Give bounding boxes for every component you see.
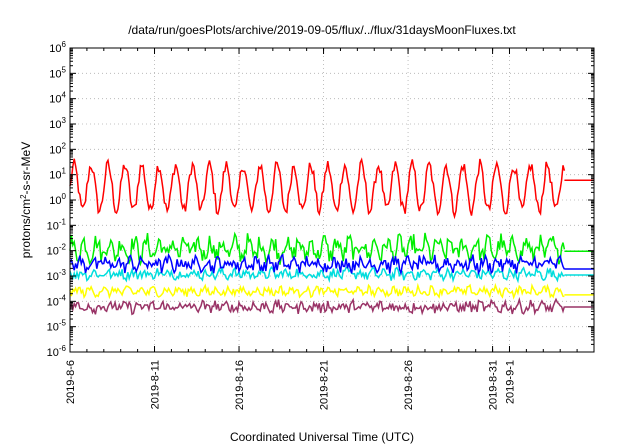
x-tick-label: 2019-8-26 bbox=[403, 360, 415, 410]
y-tick-label-base: 10 bbox=[49, 94, 61, 106]
y-tick-label-base: 10 bbox=[49, 68, 61, 80]
y-tick-label: 103 bbox=[49, 116, 66, 131]
y-tick-label: 10-2 bbox=[47, 243, 67, 258]
x-tick-label: 2019-8-16 bbox=[234, 360, 246, 410]
y-tick-label-base: 10 bbox=[49, 119, 61, 131]
y-tick-label-exponent: 1 bbox=[62, 167, 67, 176]
y-tick-label-exponent: -6 bbox=[59, 344, 67, 353]
series-line bbox=[69, 231, 566, 267]
y-axis-label-superscript: 2 bbox=[19, 194, 28, 199]
y-tick-label: 102 bbox=[49, 141, 66, 156]
y-tick-label-exponent: -3 bbox=[59, 268, 67, 277]
y-tick-label-exponent: 3 bbox=[62, 116, 67, 125]
series-line bbox=[69, 157, 566, 220]
y-tick-label-exponent: 4 bbox=[62, 91, 67, 100]
y-tick-label-base: 10 bbox=[47, 296, 59, 308]
x-tick-label: 2019-8-21 bbox=[319, 360, 331, 410]
y-tick-label: 10-3 bbox=[47, 268, 67, 283]
y-tick-label-exponent: 5 bbox=[62, 65, 67, 74]
y-tick-label-base: 10 bbox=[49, 43, 61, 55]
y-axis-label: protons/cm2-s-sr-MeV bbox=[19, 142, 33, 258]
y-tick-label-base: 10 bbox=[49, 170, 61, 182]
y-tick-label: 105 bbox=[49, 65, 66, 80]
y-tick-label: 106 bbox=[49, 40, 66, 55]
chart-title: /data/run/goesPlots/archive/2019-09-05/f… bbox=[128, 23, 516, 37]
series-lines bbox=[69, 157, 594, 316]
x-tick-label: 2019-8-6 bbox=[65, 360, 77, 404]
y-tick-label-exponent: -4 bbox=[59, 293, 67, 302]
y-tick-label-exponent: -5 bbox=[59, 319, 67, 328]
y-tick-label: 104 bbox=[49, 91, 66, 106]
y-tick-label: 100 bbox=[49, 192, 66, 207]
series-line bbox=[69, 264, 565, 284]
x-tick-label: 2019-9-1 bbox=[504, 360, 516, 404]
series-line bbox=[69, 296, 566, 316]
y-tick-label-base: 10 bbox=[47, 347, 59, 359]
y-tick-label-exponent: 2 bbox=[62, 141, 67, 150]
y-tick-label-exponent: -1 bbox=[59, 217, 67, 226]
y-tick-label-base: 10 bbox=[47, 246, 59, 258]
x-tick-label: 2019-8-11 bbox=[150, 360, 162, 409]
y-tick-label: 10-4 bbox=[47, 293, 67, 308]
series-line bbox=[69, 282, 565, 300]
y-tick-label-exponent: 0 bbox=[62, 192, 67, 201]
y-tick-label-base: 10 bbox=[49, 144, 61, 156]
y-tick-label-exponent: 6 bbox=[62, 40, 67, 49]
y-tick-label-exponent: -2 bbox=[59, 243, 67, 252]
y-axis: 10-610-510-410-310-210-11001011021031041… bbox=[47, 40, 594, 359]
y-tick-label-base: 10 bbox=[49, 195, 61, 207]
y-tick-label-base: 10 bbox=[47, 271, 59, 283]
x-tick-label: 2019-8-31 bbox=[488, 360, 500, 410]
y-tick-label: 10-6 bbox=[47, 344, 67, 359]
grid bbox=[70, 48, 594, 352]
x-axis: 2019-8-6 2019-8-11 2019-8-16 2019-8-21 2019-… bbox=[65, 48, 595, 410]
series-line bbox=[69, 252, 566, 276]
y-tick-label-base: 10 bbox=[47, 220, 59, 232]
y-tick-label: 101 bbox=[49, 167, 66, 182]
x-axis-label: Coordinated Universal Time (UTC) bbox=[230, 430, 414, 444]
y-tick-label-base: 10 bbox=[47, 322, 59, 334]
y-tick-label: 10-5 bbox=[47, 319, 67, 334]
y-tick-label: 10-1 bbox=[47, 217, 67, 232]
